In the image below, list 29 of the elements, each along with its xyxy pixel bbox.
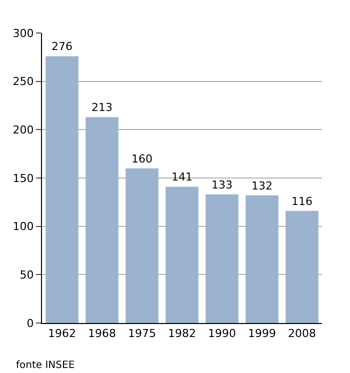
x-tick-label: 1999 <box>248 327 276 340</box>
y-tick-label: 250 <box>12 75 34 88</box>
bar <box>46 56 78 323</box>
y-tick-label: 150 <box>12 172 34 185</box>
x-tick-label: 1990 <box>208 327 236 340</box>
y-tick-label: 200 <box>12 124 34 137</box>
data-label: 213 <box>92 101 112 114</box>
bar <box>246 195 278 323</box>
bar <box>206 194 238 323</box>
bar <box>86 117 118 323</box>
bar <box>286 210 318 323</box>
bar <box>166 186 198 323</box>
x-tick-label: 2008 <box>288 327 316 340</box>
data-label: 132 <box>252 179 272 192</box>
y-tick-label: 300 <box>12 26 34 40</box>
data-label: 116 <box>292 194 312 208</box>
data-label: 141 <box>172 170 192 184</box>
data-label: 276 <box>52 40 72 54</box>
source-note: fonte INSEE <box>16 360 75 371</box>
data-label: 133 <box>212 178 232 192</box>
bar <box>126 168 158 323</box>
x-tick-label: 1962 <box>48 327 76 340</box>
data-label: 160 <box>132 152 152 166</box>
x-tick-label: 1975 <box>128 327 156 340</box>
y-tick-label: 50 <box>20 268 34 282</box>
y-tick-label: 100 <box>12 220 34 234</box>
x-tick-label: 1968 <box>88 327 116 340</box>
y-tick-label: 0 <box>26 316 34 330</box>
x-tick-label: 1982 <box>168 327 196 340</box>
